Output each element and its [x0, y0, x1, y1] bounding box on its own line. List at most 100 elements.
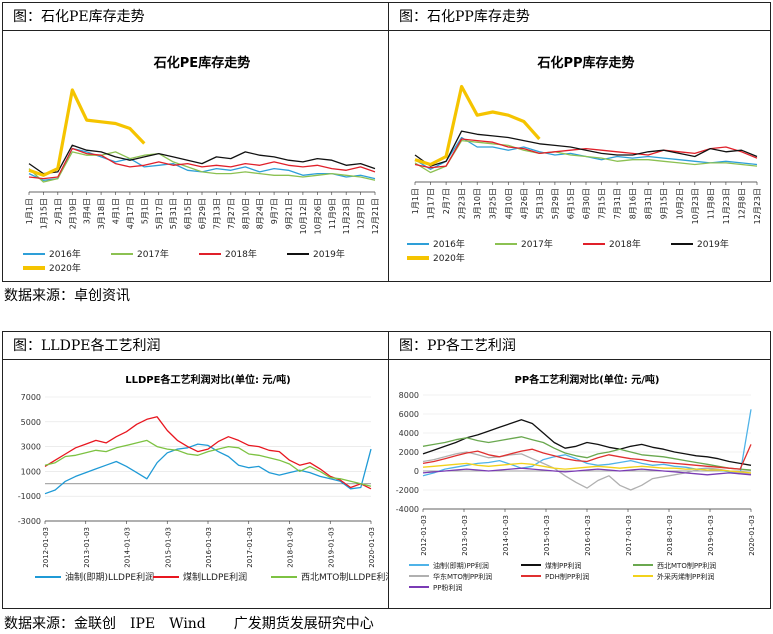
x-tick-label: 8月31日 — [644, 188, 653, 219]
series-line — [44, 439, 372, 487]
chart-title: 石化PP库存走势 — [536, 55, 634, 71]
x-tick-label: 7月13日 — [212, 198, 221, 229]
x-tick-label: 7月27日 — [227, 198, 236, 229]
x-tick-label: 2016-01-03 — [584, 515, 592, 556]
x-tick-label: 1月15日 — [39, 198, 48, 229]
panel-header: 图：PP各工艺利润 — [389, 332, 770, 360]
legend-label: 2018年 — [609, 238, 641, 250]
y-tick-label: 2000 — [399, 448, 419, 457]
legend-label: 油制(即期)PP利润 — [433, 561, 489, 570]
x-tick-label: 2月1日 — [54, 198, 63, 224]
x-tick-label: 10月26日 — [313, 198, 322, 234]
lldpe-profit-chart: LLDPE各工艺利润对比(单位: 元/吨) -3000 -1000 1000 3000 5… — [18, 373, 388, 583]
x-tick-label: 6月15日 — [566, 188, 575, 219]
y-tick-label: 7000 — [21, 393, 41, 402]
legend-label: 2019年 — [313, 248, 345, 260]
x-tick-label: 2014-01-03 — [502, 515, 510, 556]
series-line — [422, 436, 752, 471]
x-tick-label: 8月24日 — [256, 198, 265, 229]
y-tick-label: -3000 — [18, 517, 41, 526]
x-tick-label: 3月10日 — [473, 188, 482, 219]
x-tick-label: 1月1日 — [411, 188, 420, 214]
x-tick-label: 3月25日 — [489, 188, 498, 219]
lldpe-profit-panel: 图：LLDPE各工艺利润 LLDPE各工艺利润对比(单位: 元/吨) -3000 -… — [2, 331, 389, 609]
pe-inventory-chart: 石化PE库存走势 1月1日 1月15日 2月1日 2月19日 3月4日 3月18日 4月1日 4… — [23, 55, 380, 274]
x-tick-label: 5月29日 — [551, 188, 560, 219]
pe-inventory-panel: 图：石化PE库存走势 石化PE库存走势 1月1日 1月15日 2月1日 2月19日 3月4… — [2, 2, 389, 282]
chart-title: PP各工艺利润对比(单位: 元/吨) — [515, 373, 660, 386]
legend-label: 2019年 — [697, 238, 729, 250]
y-tick-label: 6000 — [399, 410, 419, 419]
x-tick-label: 11月8日 — [706, 188, 715, 219]
x-tick-label: 10月2日 — [675, 188, 684, 219]
x-tick-label: 9月7日 — [270, 198, 279, 224]
series-line — [44, 416, 372, 490]
legend-label: 2017年 — [521, 238, 553, 250]
x-tick-label: 2013-01-03 — [83, 527, 91, 568]
x-tick-label: 8月16日 — [629, 188, 638, 219]
legend-label: 2020年 — [433, 252, 465, 264]
panel-header: 图：石化PP库存走势 — [389, 3, 770, 31]
x-tick-label: 12月8日 — [737, 188, 746, 219]
x-tick-label: 2012-01-03 — [420, 515, 428, 556]
x-tick-label: 7月15日 — [598, 188, 607, 219]
x-tick-label: 2020-01-03 — [748, 515, 756, 556]
x-tick-label: 2月23日 — [458, 188, 467, 219]
x-tick-label: 11月23日 — [342, 198, 351, 234]
x-tick-label: 2017-01-03 — [246, 527, 254, 568]
series-line — [414, 138, 758, 169]
x-tick-label: 11月9日 — [328, 198, 337, 229]
x-tick-label: 10月23日 — [691, 188, 700, 224]
x-tick-label: 2018-01-03 — [287, 527, 295, 568]
series-line — [414, 139, 758, 174]
pp-inventory-chart: 石化PP库存走势 1月1日 1月17日 2月7日 2月23日 3月10日 3月25日 4月10… — [407, 55, 762, 264]
series-line — [44, 443, 372, 495]
x-tick-label: 8月10日 — [241, 198, 250, 229]
source-note: 数据来源：金联创 IPE Wind 广发期货发展研究中心 — [4, 616, 374, 632]
y-tick-label: 3000 — [21, 443, 41, 452]
x-tick-label: 7月31日 — [613, 188, 622, 219]
x-tick-label: 2017-01-03 — [625, 515, 633, 556]
series-line — [422, 444, 752, 470]
x-tick-label: 12月21日 — [371, 198, 380, 234]
series-line — [28, 147, 376, 180]
legend-label: 2020年 — [49, 262, 81, 274]
x-tick-label: 2015-01-03 — [543, 515, 551, 556]
x-tick-label: 2016-01-03 — [205, 527, 213, 568]
x-tick-label: 4月26日 — [520, 188, 529, 219]
legend-label: 煤制LLDPE利润 — [183, 571, 247, 583]
x-tick-label: 5月13日 — [535, 188, 544, 219]
series-line — [422, 462, 752, 474]
legend-label: 油制(即期)LLDPE利润 — [65, 571, 154, 583]
x-tick-label: 6月30日 — [582, 188, 591, 219]
x-tick-label: 1月1日 — [25, 198, 34, 224]
x-tick-label: 4月17日 — [126, 198, 135, 229]
series-line — [414, 130, 758, 167]
pp-inventory-panel: 图：石化PP库存走势 石化PP库存走势 1月1日 1月17日 2月7日 2月23日 3月1… — [388, 2, 771, 282]
x-tick-label: 3月18日 — [97, 198, 106, 229]
x-tick-label: 4月10日 — [504, 188, 513, 219]
y-tick-label: 1000 — [21, 467, 41, 476]
x-tick-label: 11月23日 — [722, 188, 731, 224]
y-tick-label: 0 — [414, 467, 419, 476]
legend-label: 2017年 — [137, 248, 169, 260]
x-tick-label: 2015-01-03 — [164, 527, 172, 568]
series-line — [414, 136, 758, 170]
x-tick-label: 2013-01-03 — [461, 515, 469, 556]
y-tick-label: -2000 — [396, 486, 419, 495]
legend-label: PDH制PP利润 — [545, 572, 589, 581]
y-tick-label: 8000 — [399, 391, 419, 400]
x-tick-label: 9月21日 — [285, 198, 294, 229]
legend-label: 西北MTO制LLDPE利润 — [301, 571, 388, 583]
x-tick-label: 2020-01-03 — [368, 527, 376, 568]
x-tick-label: 4月1日 — [112, 198, 121, 224]
series-line — [422, 467, 752, 476]
series-line — [422, 419, 752, 466]
y-tick-label: 5000 — [21, 418, 41, 427]
x-tick-label: 6月15日 — [184, 198, 193, 229]
chart-title: 石化PE库存走势 — [153, 55, 250, 71]
pp-profit-chart: PP各工艺利润对比(单位: 元/吨) -4000 -2000 0 2000 4000 600… — [396, 373, 756, 592]
x-tick-label: 2018-01-03 — [666, 515, 674, 556]
x-tick-label: 3月4日 — [83, 198, 92, 224]
legend-label: 2016年 — [433, 238, 465, 250]
